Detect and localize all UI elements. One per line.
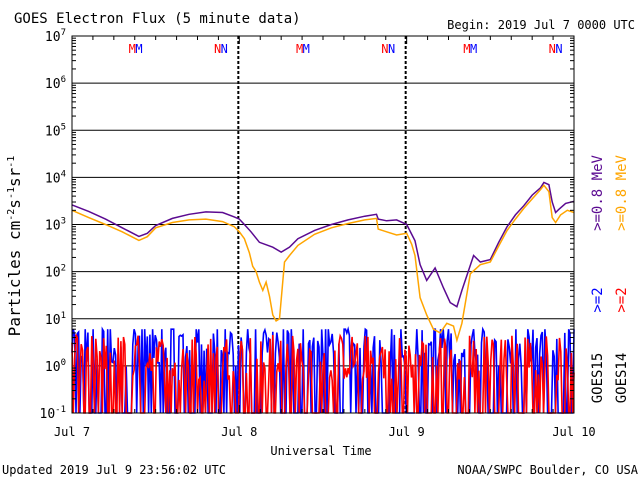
- x-tick-label: Jul 8: [221, 425, 257, 439]
- day-dividers: [237, 36, 407, 413]
- y-tick-label: 102: [45, 264, 66, 281]
- x-tick-labels: Jul 7 Jul 8 Jul 9 Jul 10: [54, 425, 596, 439]
- marker-n: N: [381, 42, 388, 56]
- series-goes15-0-8-mev: [71, 181, 575, 308]
- axis-ticks: [71, 36, 575, 413]
- low-energy-series: [71, 181, 575, 344]
- marker-m: M: [296, 42, 303, 56]
- y-tick-label: 107: [45, 28, 66, 45]
- marker-n: N: [221, 42, 228, 56]
- legend-entry: >=2: [590, 287, 606, 312]
- y-tick-label: 106: [45, 75, 66, 92]
- marker-m: M: [129, 42, 136, 56]
- legend-entry: >=0.8 MeV: [590, 155, 606, 231]
- y-tick-label: 101: [45, 311, 66, 328]
- marker-m: M: [303, 42, 310, 56]
- marker-m: M: [135, 42, 142, 56]
- y-tick-label: 100: [45, 358, 66, 375]
- y-tick-label: 104: [45, 169, 66, 186]
- x-tick-label: Jul 7: [54, 425, 90, 439]
- y-tick-label: 10-1: [40, 405, 67, 422]
- series-goes14-2: [71, 333, 575, 414]
- legend-entry: >=2: [614, 287, 630, 312]
- y-tick-labels: 10-1 100 101 102 103 104 105 106 107: [40, 28, 67, 422]
- legend-entry: GOES14: [614, 353, 630, 404]
- noaa-credit: NOAA/SWPC Boulder, CO USA: [457, 463, 638, 477]
- high-energy-series: [71, 326, 575, 414]
- x-tick-label: Jul 9: [389, 425, 425, 439]
- y-tick-label: 105: [45, 122, 66, 139]
- x-tick-label: Jul 10: [552, 425, 595, 439]
- marker-n: N: [555, 42, 562, 56]
- marker-n: N: [388, 42, 395, 56]
- marker-m: M: [470, 42, 477, 56]
- right-legend: >=0.8 MeV >=0.8 MeV >=2 >=2 GOES15 GOES14: [590, 155, 630, 404]
- updated-timestamp: Updated 2019 Jul 9 23:56:02 UTC: [2, 463, 226, 477]
- legend-entry: GOES15: [590, 353, 606, 404]
- marker-n: N: [549, 42, 556, 56]
- y-axis-title: Particles cm-2s-1sr-1: [5, 156, 24, 337]
- begin-date: Begin: 2019 Jul 7 0000 UTC: [447, 18, 635, 32]
- marker-n: N: [214, 42, 221, 56]
- chart-title: GOES Electron Flux (5 minute data): [14, 11, 301, 27]
- marker-m: M: [463, 42, 470, 56]
- x-axis-title: Universal Time: [270, 444, 371, 458]
- legend-entry: >=0.8 MeV: [614, 155, 630, 231]
- y-tick-label: 103: [45, 217, 66, 234]
- series-goes14-0-8-mev: [71, 184, 575, 344]
